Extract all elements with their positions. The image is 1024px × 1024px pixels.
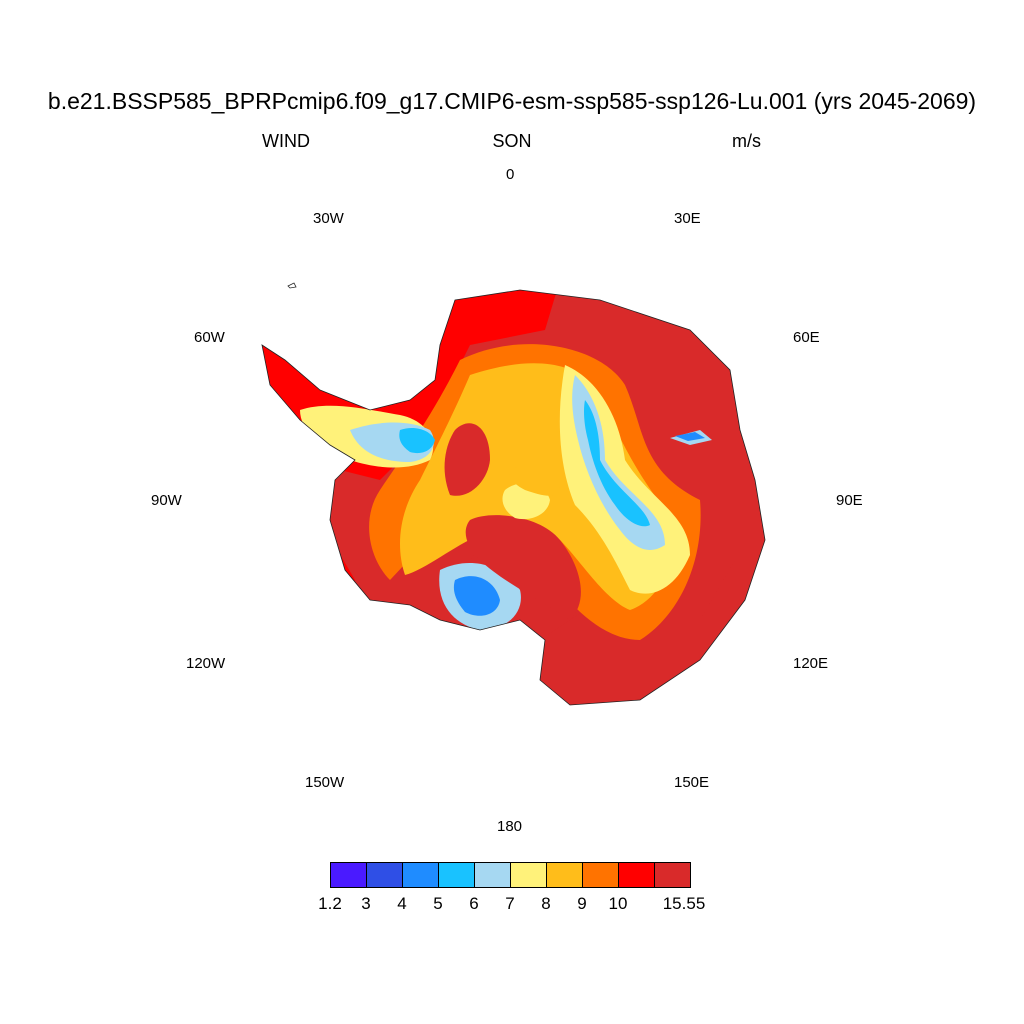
colorbar-label: 1.2	[318, 894, 342, 913]
field-peninsula-5	[399, 428, 435, 454]
lon-label-90w: 90W	[151, 492, 182, 509]
season-label: SON	[492, 131, 532, 151]
colorbar-swatch	[402, 862, 439, 888]
wind-field	[262, 290, 765, 705]
lon-label-150w: 150W	[305, 774, 345, 791]
field-west-4	[453, 576, 500, 616]
field-band-5	[584, 400, 650, 527]
amery-inner	[675, 432, 705, 441]
colorbar-label: 8	[541, 894, 551, 913]
field-south-15	[465, 515, 581, 620]
colorbar-label: 15.55	[662, 894, 706, 913]
colorbar-swatch	[474, 862, 511, 888]
field-band-6	[572, 375, 665, 550]
colorbar-label: 4	[397, 894, 407, 913]
colorbar-swatch	[438, 862, 475, 888]
colorbar-swatch	[546, 862, 583, 888]
lon-label-180: 180	[497, 818, 523, 835]
lon-label-60w: 60W	[194, 329, 225, 346]
colorbar-label: 10	[608, 894, 628, 913]
lon-label-120e: 120E	[793, 655, 829, 672]
colorbar-label: 9	[577, 894, 587, 913]
colorbar-swatch	[330, 862, 367, 888]
lon-label-90e: 90E	[836, 492, 863, 509]
field-center-15	[444, 423, 490, 496]
variable-label: WIND	[262, 131, 310, 151]
colorbar-swatch	[618, 862, 655, 888]
colorbar-swatch	[654, 862, 691, 888]
lon-label-150e: 150E	[674, 774, 710, 791]
colorbar-label: 7	[505, 894, 515, 913]
lon-label-30e: 30E	[674, 210, 701, 227]
lon-label-60e: 60E	[793, 329, 820, 346]
lon-label-0: 0	[506, 166, 515, 183]
units-label: m/s	[732, 131, 761, 151]
island-outline	[287, 282, 297, 289]
plot-title: b.e21.BSSP585_BPRPcmip6.f09_g17.CMIP6-es…	[47, 88, 977, 114]
lon-label-30w: 30W	[313, 210, 344, 227]
field-pole-8	[509, 466, 560, 496]
colorbar-swatch	[582, 862, 619, 888]
colorbar-label: 6	[469, 894, 479, 913]
coastline	[261, 289, 766, 706]
colorbar-label: 5	[433, 894, 443, 913]
colorbar-swatch	[510, 862, 547, 888]
lon-label-120w: 120W	[186, 655, 226, 672]
colorbar-swatch	[366, 862, 403, 888]
colorbar-label: 3	[361, 894, 371, 913]
